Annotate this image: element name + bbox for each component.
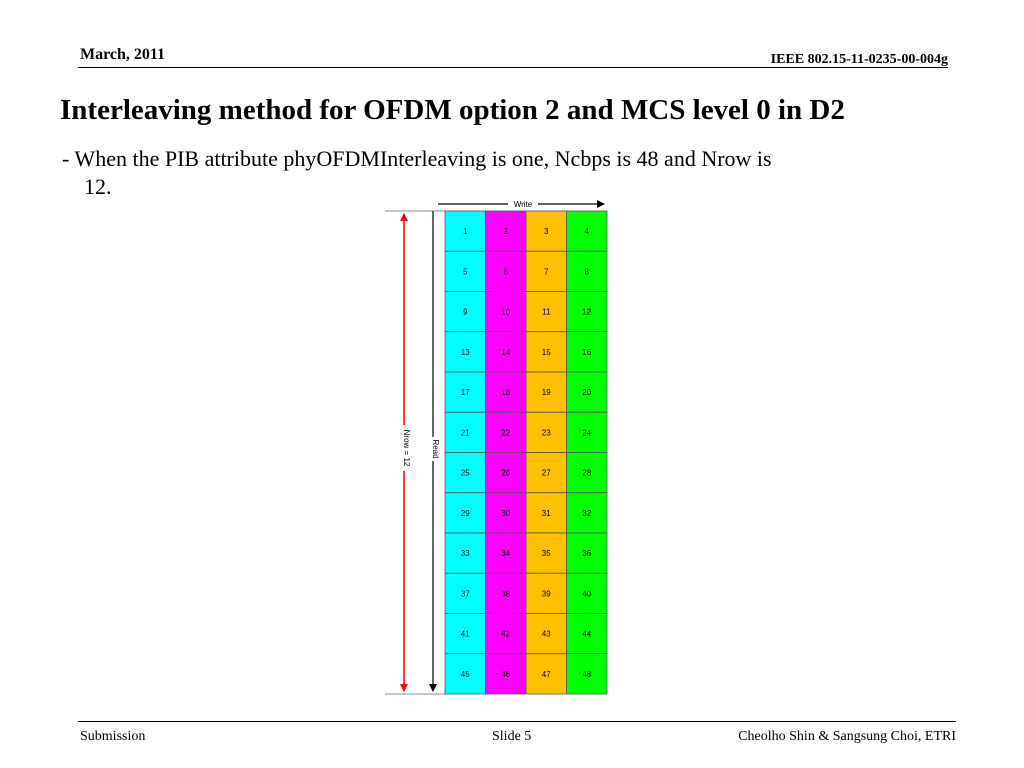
grid-cell-label: 5	[463, 267, 468, 276]
grid-cell-label: 46	[501, 670, 510, 679]
nrow-label: Nrow = 12	[402, 430, 411, 467]
grid-cell	[444, 532, 486, 574]
bullet-text: - When the PIB attribute phyOFDMInterlea…	[62, 145, 992, 201]
grid-cell	[444, 250, 486, 292]
grid-cell-label: 37	[461, 589, 470, 598]
grid-cell-label: 11	[542, 308, 551, 317]
read-label: Read	[431, 439, 440, 458]
grid-cell-label: 23	[542, 428, 551, 437]
grid-cell-label: 45	[461, 670, 470, 679]
grid-cell-label: 17	[461, 388, 470, 397]
grid-cell	[525, 331, 567, 373]
grid-cell	[444, 572, 486, 614]
nrow-label-bg	[398, 425, 410, 471]
grid-cell-label: 21	[461, 428, 470, 437]
grid-cell-label: 2	[504, 227, 509, 236]
grid-cell-label: 32	[582, 509, 591, 518]
read-label-bg	[427, 437, 439, 461]
grid-cell	[485, 613, 527, 655]
grid-cell-label: 34	[501, 549, 510, 558]
slide-title: Interleaving method for OFDM option 2 an…	[60, 94, 845, 126]
bullet-line-2: 12.	[84, 174, 112, 199]
grid-cell	[566, 452, 608, 494]
grid-cell-label: 8	[585, 267, 590, 276]
grid-cell-label: 24	[582, 428, 591, 437]
grid-cell-label: 28	[582, 469, 591, 478]
footer-slide-number: Slide 5	[492, 729, 532, 744]
grid-cell-label: 27	[542, 469, 551, 478]
grid-cell-label: 33	[461, 549, 470, 558]
grid-cell-label: 31	[542, 509, 551, 518]
grid-cell	[566, 532, 608, 574]
grid-cell	[485, 331, 527, 373]
grid-cell	[525, 291, 567, 333]
header-divider	[78, 67, 948, 68]
grid-cell	[525, 613, 567, 655]
grid-cell-label: 43	[542, 630, 551, 639]
grid-cell	[566, 331, 608, 373]
grid-cell	[566, 613, 608, 655]
grid-cell-label: 36	[582, 549, 591, 558]
grid-cell	[525, 210, 567, 252]
footer-divider	[78, 721, 956, 722]
grid-cell	[485, 653, 527, 695]
grid-cell-label: 40	[582, 589, 591, 598]
grid-cell-label: 9	[463, 308, 468, 317]
grid-cell	[566, 250, 608, 292]
grid-cell-label: 10	[501, 308, 510, 317]
header-date: March, 2011	[80, 46, 166, 63]
grid-cell	[485, 532, 527, 574]
grid-cell-label: 25	[461, 469, 470, 478]
grid-cell	[444, 653, 486, 695]
grid-cell-label: 44	[582, 630, 591, 639]
grid-cell	[485, 452, 527, 494]
grid-cell	[525, 250, 567, 292]
grid-cell-label: 16	[582, 348, 591, 357]
grid-cell	[566, 371, 608, 413]
grid-cell-label: 7	[544, 267, 549, 276]
grid-cell-label: 15	[542, 348, 551, 357]
grid-cell-label: 47	[542, 670, 551, 679]
grid-cell-label: 22	[501, 428, 510, 437]
grid-cell	[525, 653, 567, 695]
grid-cell	[566, 572, 608, 614]
grid-cell-label: 30	[501, 509, 510, 518]
grid-cell	[566, 411, 608, 453]
grid-cell-label: 19	[542, 388, 551, 397]
write-label-bg	[508, 198, 538, 210]
bullet-line-1: - When the PIB attribute phyOFDMInterlea…	[62, 146, 772, 171]
grid-cell-label: 29	[461, 509, 470, 518]
grid-cell	[525, 572, 567, 614]
header-doc-id: IEEE 802.15-11-0235-00-004g	[770, 52, 948, 67]
grid-cell-label: 4	[585, 227, 590, 236]
grid-cell	[525, 371, 567, 413]
grid-cell	[444, 291, 486, 333]
grid-cell-label: 1	[463, 227, 468, 236]
grid-cell	[485, 371, 527, 413]
grid-cell-label: 39	[542, 589, 551, 598]
grid-cell-label: 26	[501, 469, 510, 478]
grid-cell-label: 35	[542, 549, 551, 558]
grid-cell-label: 20	[582, 388, 591, 397]
grid-cell-label: 3	[544, 227, 549, 236]
grid-cell-label: 38	[501, 589, 510, 598]
grid-cell-label: 42	[501, 630, 510, 639]
grid-cell-label: 13	[461, 348, 470, 357]
footer-submission: Submission	[80, 729, 146, 744]
grid-cell	[566, 653, 608, 695]
grid-cell	[444, 371, 486, 413]
grid-cell-label: 14	[501, 348, 510, 357]
grid-cell-label: 6	[504, 267, 509, 276]
grid-cell-label: 48	[582, 670, 591, 679]
grid-cell-label: 41	[461, 630, 470, 639]
grid-cell	[444, 331, 486, 373]
grid-cell-label: 18	[501, 388, 510, 397]
grid-cell	[444, 452, 486, 494]
grid-cell-label: 12	[582, 308, 591, 317]
write-label: Write	[514, 200, 533, 209]
footer-authors: Cheolho Shin & Sangsung Choi, ETRI	[738, 729, 956, 744]
